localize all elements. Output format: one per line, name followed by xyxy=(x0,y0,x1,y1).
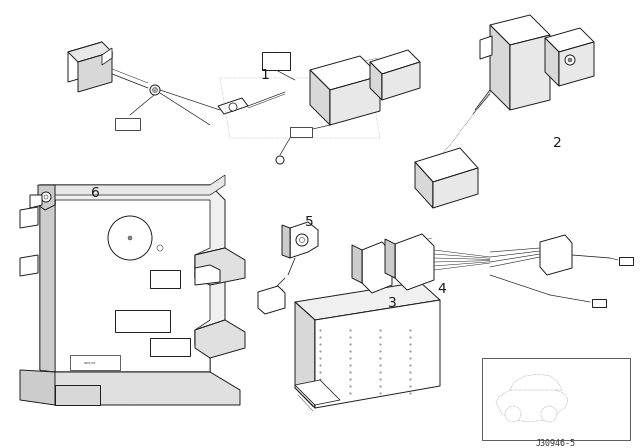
Polygon shape xyxy=(385,239,395,278)
Polygon shape xyxy=(433,168,478,208)
Polygon shape xyxy=(218,98,248,114)
Circle shape xyxy=(150,85,160,95)
Circle shape xyxy=(128,236,132,240)
Circle shape xyxy=(41,192,51,202)
Text: 3: 3 xyxy=(388,296,396,310)
Polygon shape xyxy=(115,118,140,130)
Polygon shape xyxy=(480,36,492,59)
Circle shape xyxy=(565,55,575,65)
Polygon shape xyxy=(370,50,420,74)
Polygon shape xyxy=(510,35,550,110)
Polygon shape xyxy=(282,225,290,258)
Polygon shape xyxy=(40,185,225,385)
Circle shape xyxy=(157,245,163,251)
Polygon shape xyxy=(415,162,433,208)
Polygon shape xyxy=(290,222,318,258)
Polygon shape xyxy=(490,25,510,110)
Polygon shape xyxy=(540,235,572,275)
Circle shape xyxy=(152,87,157,92)
Circle shape xyxy=(44,195,48,199)
Polygon shape xyxy=(362,242,392,293)
Polygon shape xyxy=(68,42,112,62)
Polygon shape xyxy=(115,310,170,332)
Text: 5: 5 xyxy=(305,215,314,229)
Circle shape xyxy=(568,58,572,62)
Circle shape xyxy=(296,234,308,246)
Text: aaaaa: aaaaa xyxy=(84,361,96,365)
Polygon shape xyxy=(20,207,38,228)
Polygon shape xyxy=(382,62,420,100)
Circle shape xyxy=(229,103,237,111)
Polygon shape xyxy=(30,195,42,208)
Polygon shape xyxy=(395,234,434,290)
Polygon shape xyxy=(150,338,190,356)
Polygon shape xyxy=(262,52,290,70)
Circle shape xyxy=(300,237,305,242)
Polygon shape xyxy=(195,248,245,285)
Polygon shape xyxy=(510,374,562,390)
Polygon shape xyxy=(352,245,362,283)
Polygon shape xyxy=(315,300,440,408)
Polygon shape xyxy=(482,358,630,440)
Polygon shape xyxy=(20,370,55,405)
Text: 6: 6 xyxy=(91,186,99,200)
Polygon shape xyxy=(290,127,312,137)
Circle shape xyxy=(276,156,284,164)
Polygon shape xyxy=(370,62,382,100)
Polygon shape xyxy=(490,15,550,45)
Polygon shape xyxy=(195,265,220,285)
Polygon shape xyxy=(545,28,594,52)
Polygon shape xyxy=(38,185,55,210)
Circle shape xyxy=(541,406,557,422)
Polygon shape xyxy=(295,302,315,408)
Polygon shape xyxy=(496,388,568,422)
Text: 1: 1 xyxy=(260,68,269,82)
Polygon shape xyxy=(295,380,340,405)
Polygon shape xyxy=(545,38,559,86)
Polygon shape xyxy=(592,299,606,307)
Polygon shape xyxy=(20,255,38,276)
Text: 4: 4 xyxy=(438,282,446,296)
Polygon shape xyxy=(195,320,245,358)
Polygon shape xyxy=(559,42,594,86)
Polygon shape xyxy=(415,148,478,182)
Polygon shape xyxy=(150,270,180,288)
Polygon shape xyxy=(55,385,100,405)
Polygon shape xyxy=(310,70,330,125)
Text: J30946-5: J30946-5 xyxy=(536,439,576,448)
Polygon shape xyxy=(619,257,633,265)
Polygon shape xyxy=(330,76,380,125)
Polygon shape xyxy=(40,372,240,405)
Polygon shape xyxy=(68,42,102,82)
Circle shape xyxy=(108,216,152,260)
Polygon shape xyxy=(310,56,380,90)
Polygon shape xyxy=(55,200,210,372)
Circle shape xyxy=(505,406,521,422)
Polygon shape xyxy=(40,200,55,372)
Polygon shape xyxy=(78,52,112,92)
Polygon shape xyxy=(258,286,285,314)
Polygon shape xyxy=(102,48,112,65)
Polygon shape xyxy=(40,175,225,195)
Polygon shape xyxy=(70,355,120,370)
Text: 2: 2 xyxy=(552,136,561,150)
Polygon shape xyxy=(295,282,440,320)
